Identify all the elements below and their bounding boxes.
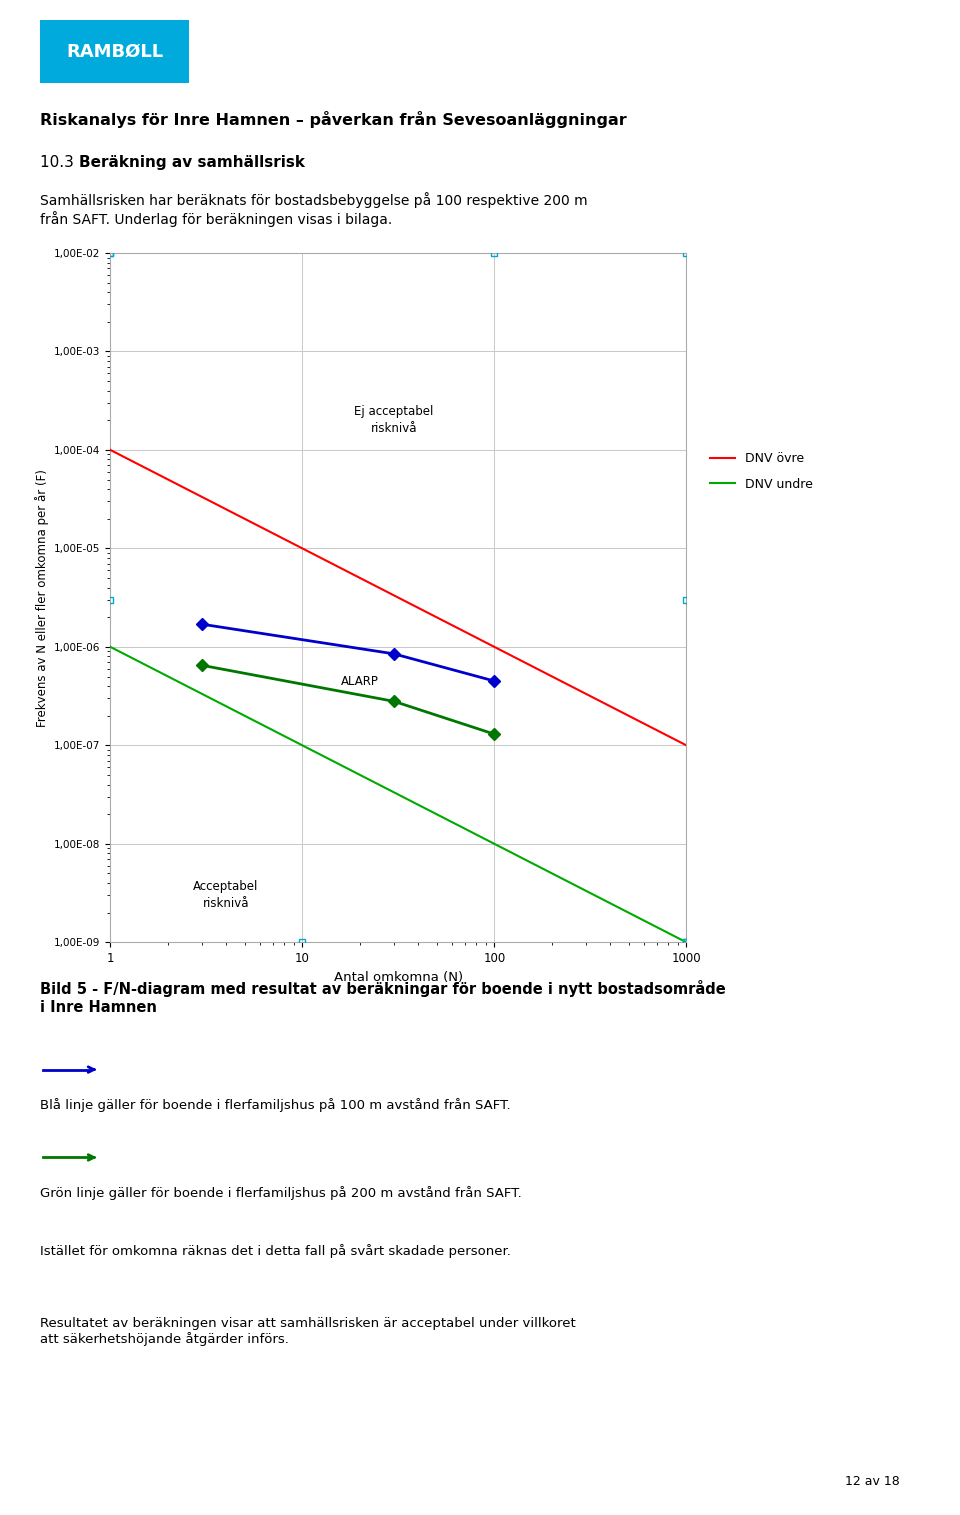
Text: Samhällsrisken har beräknats för bostadsbebyggelse på 100 respektive 200 m
från : Samhällsrisken har beräknats för bostads… xyxy=(40,192,588,227)
Legend: DNV övre, DNV undre: DNV övre, DNV undre xyxy=(710,453,813,491)
Text: Resultatet av beräkningen visar att samhällsrisken är acceptabel under villkoret: Resultatet av beräkningen visar att samh… xyxy=(40,1317,576,1345)
Text: 12 av 18: 12 av 18 xyxy=(845,1474,900,1488)
Text: Blå linje gäller för boende i flerfamiljshus på 100 m avstånd från SAFT.: Blå linje gäller för boende i flerfamilj… xyxy=(40,1098,511,1112)
Text: Riskanalys för Inre Hamnen – påverkan från Sevesoanläggningar: Riskanalys för Inre Hamnen – påverkan fr… xyxy=(40,111,627,127)
Text: RAMBØLL: RAMBØLL xyxy=(66,42,163,61)
Text: Acceptabel
risknivå: Acceptabel risknivå xyxy=(193,880,258,911)
Text: Ej acceptabel
risknivå: Ej acceptabel risknivå xyxy=(354,406,434,435)
Text: ALARP: ALARP xyxy=(341,674,379,688)
X-axis label: Antal omkomna (N): Antal omkomna (N) xyxy=(334,971,463,983)
Y-axis label: Frekvens av N eller fler omkomna per år (F): Frekvens av N eller fler omkomna per år … xyxy=(35,468,49,727)
Text: Bild 5 - F/N-diagram med resultat av beräkningar för boende i nytt bostadsområde: Bild 5 - F/N-diagram med resultat av ber… xyxy=(40,980,726,1015)
Text: 10.3: 10.3 xyxy=(40,155,84,170)
Text: Istället för omkomna räknas det i detta fall på svårt skadade personer.: Istället för omkomna räknas det i detta … xyxy=(40,1244,511,1257)
Text: Beräkning av samhällsrisk: Beräkning av samhällsrisk xyxy=(79,155,304,170)
Text: Grön linje gäller för boende i flerfamiljshus på 200 m avstånd från SAFT.: Grön linje gäller för boende i flerfamil… xyxy=(40,1186,522,1200)
